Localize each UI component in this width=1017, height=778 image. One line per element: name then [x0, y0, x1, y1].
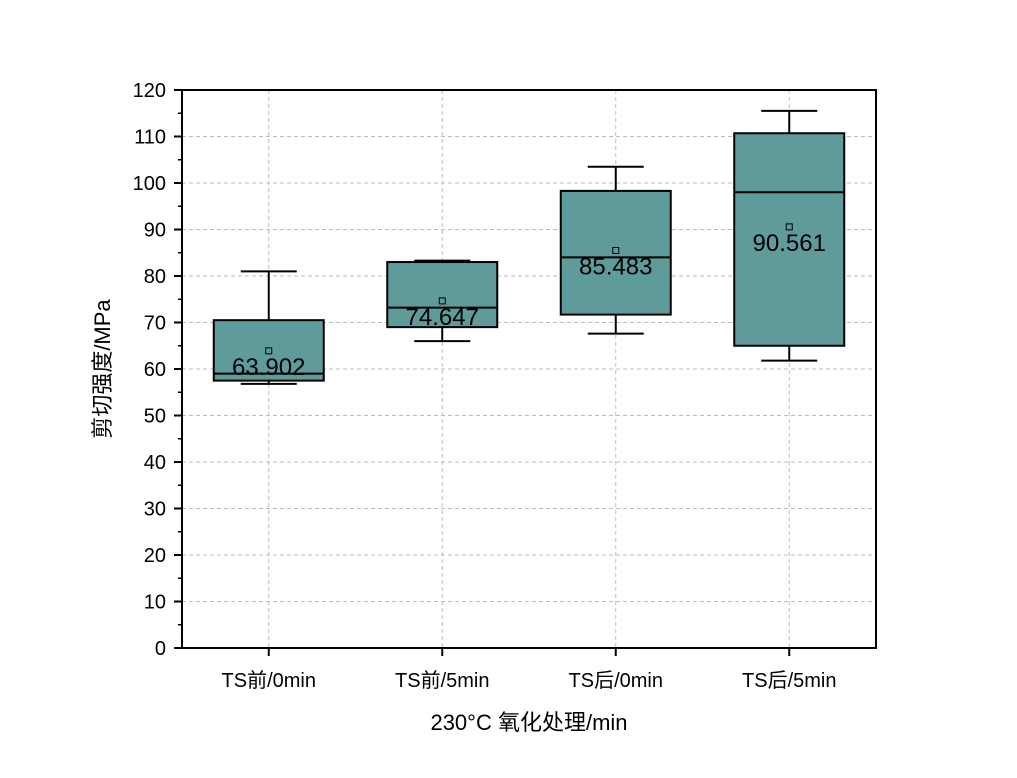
- mean-marker: [612, 247, 620, 255]
- y-tick-label: 100: [133, 173, 166, 195]
- y-tick-label: 50: [144, 406, 166, 428]
- y-tick-label: 40: [144, 452, 166, 474]
- mean-marker: [438, 297, 446, 305]
- box-group: 90.561: [733, 109, 846, 362]
- y-tick-label: 20: [144, 545, 166, 567]
- mean-label: 63.902: [232, 354, 305, 381]
- y-tick-label: 110: [134, 127, 166, 149]
- mean-marker: [785, 223, 793, 231]
- x-tick-label: TS前/5min: [395, 669, 489, 692]
- box-group: 85.483: [559, 165, 672, 335]
- box-group: 63.902: [212, 270, 325, 385]
- x-tick-label: TS后/0min: [569, 669, 663, 692]
- y-tick-label: 70: [144, 313, 166, 335]
- grid-lines: [182, 90, 876, 648]
- y-tick-label: 60: [144, 359, 166, 381]
- y-tick-label: 10: [144, 592, 166, 614]
- y-axis-ticks: 0 10 20 30 40 50 60 70 80 90 100 110 120: [133, 80, 182, 660]
- x-tick-label: TS前/0min: [222, 669, 316, 692]
- y-tick-label: 120: [133, 80, 166, 102]
- mean-label: 74.647: [406, 304, 479, 331]
- box-iqr: [386, 261, 499, 329]
- mean-label: 85.483: [579, 254, 652, 281]
- y-tick-label: 30: [144, 499, 166, 521]
- box-group: 74.647: [386, 259, 499, 343]
- mean-label: 90.561: [753, 230, 826, 257]
- y-tick-label: 80: [144, 266, 166, 288]
- box-iqr: [212, 319, 325, 382]
- box-iqr: [559, 189, 672, 316]
- x-axis-title: 230°C 氧化处理/min: [430, 710, 627, 735]
- y-tick-label: 0: [155, 638, 166, 660]
- x-axis-ticks: TS前/0min TS前/5min TS后/0min TS后/5min: [222, 648, 836, 692]
- box-series: 63.902 74.647 85.483 90.561: [212, 109, 846, 385]
- y-axis-title: 剪切强度/MPa: [90, 299, 115, 439]
- x-tick-label: TS后/5min: [742, 669, 836, 692]
- y-tick-label: 90: [144, 220, 166, 242]
- mean-marker: [265, 347, 273, 355]
- box-iqr: [733, 132, 846, 347]
